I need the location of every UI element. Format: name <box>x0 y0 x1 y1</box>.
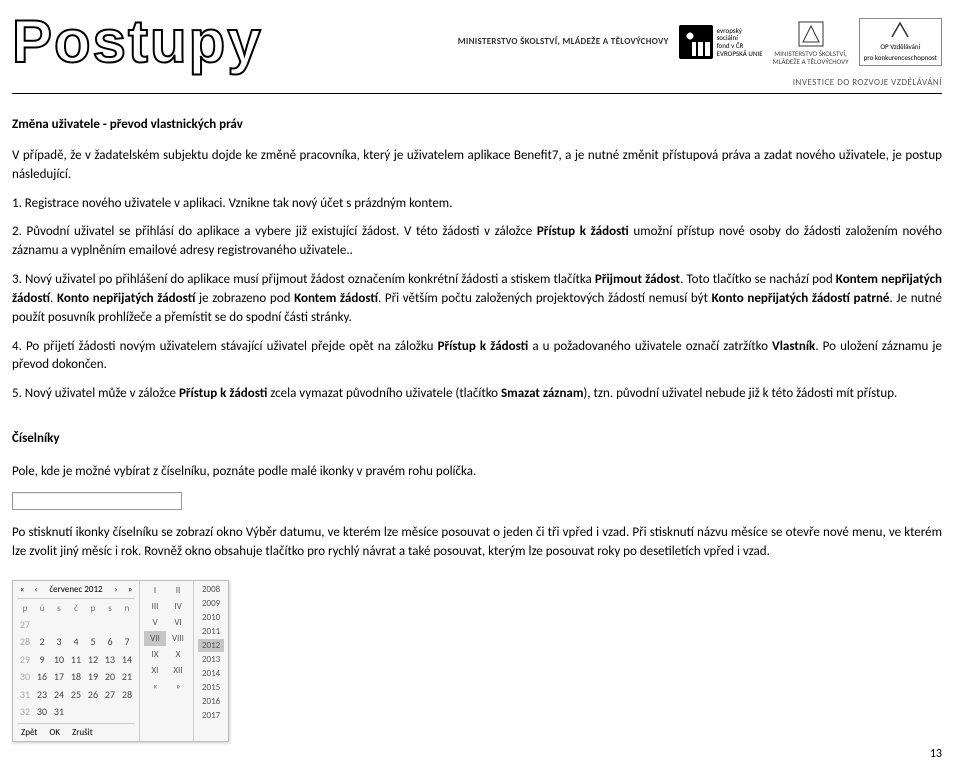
calendar-back-button[interactable]: Zpět <box>17 726 41 739</box>
page-title: Postupy <box>12 12 263 72</box>
month-prev-icon[interactable]: « <box>144 679 166 694</box>
msmt-logo: MINISTERSTVO ŠKOLSTVÍ, MLÁDEŽE A TĚLOVÝC… <box>773 18 849 65</box>
step-3: 3. Nový uživatel po přihlášení do aplika… <box>12 271 942 328</box>
lookup-input-demo[interactable] <box>12 492 182 510</box>
calendar-years-panel: 2008 2009 2010 2011 2012 2013 2014 2015 … <box>193 581 228 741</box>
calendar-cancel-button[interactable]: Zrušit <box>68 726 97 739</box>
calendar-months-panel: III IIIIV VVI VIIVIII IXX XIXII «» <box>139 581 193 741</box>
next-fast-icon[interactable]: » <box>125 584 135 594</box>
step-4: 4. Po přijetí žádosti novým uživatelem s… <box>12 338 942 376</box>
calendar-header: « ‹ červenec 2012 › » <box>17 583 135 599</box>
calendar-widget: « ‹ červenec 2012 › » p ú s č p s n 27 2… <box>12 580 229 742</box>
opvk-logo: OP Vzdělávání pro konkurenceschopnost <box>859 18 942 65</box>
prev-fast-icon[interactable]: « <box>17 584 27 594</box>
calendar-footer: Zpět OK Zrušit <box>17 723 135 739</box>
section-heading: Změna uživatele - převod vlastnických pr… <box>12 116 942 135</box>
step-2: 2. Původní uživatel se přihlásí do aplik… <box>12 223 942 261</box>
ministry-label: MINISTERSTVO ŠKOLSTVÍ, MLÁDEŽE A TĚLOVÝC… <box>458 35 669 48</box>
calendar-ok-button[interactable]: OK <box>45 726 64 739</box>
esf-text: evropský sociální fond v ČR EVROPSKÁ UNI… <box>717 27 763 58</box>
invest-tagline: INVESTICE DO ROZVOJE VZDĚLÁVÁNÍ <box>12 76 942 89</box>
intro-paragraph: V případě, že v žadatelském subjektu doj… <box>12 147 942 185</box>
calendar-month-label[interactable]: červenec 2012 <box>45 583 107 596</box>
calendar-grid: p ú s č p s n 27 28234567 2991011121314 … <box>17 601 135 721</box>
page-header: Postupy MINISTERSTVO ŠKOLSTVÍ, MLÁDEŽE A… <box>12 12 942 72</box>
document-page: Postupy MINISTERSTVO ŠKOLSTVÍ, MLÁDEŽE A… <box>0 0 960 773</box>
page-number: 13 <box>12 746 942 763</box>
ciselniky-heading: Číselníky <box>12 430 942 449</box>
month-next-icon[interactable]: » <box>167 679 189 694</box>
step-1: 1. Registrace nového uživatele v aplikac… <box>12 195 942 214</box>
ciselniky-p1: Pole, kde je možné vybírat z číselníku, … <box>12 463 942 482</box>
esf-icon <box>679 25 713 59</box>
step-5: 5. Nový uživatel může v záložce Přístup … <box>12 385 942 404</box>
header-logos: MINISTERSTVO ŠKOLSTVÍ, MLÁDEŽE A TĚLOVÝC… <box>458 18 942 65</box>
header-rule <box>12 93 942 94</box>
calendar-days-panel: « ‹ červenec 2012 › » p ú s č p s n 27 2… <box>13 581 139 741</box>
prev-icon[interactable]: ‹ <box>31 584 41 594</box>
ciselniky-p2: Po stisknutí ikonky číselníku se zobrazí… <box>12 524 942 562</box>
esf-logo: evropský sociální fond v ČR EVROPSKÁ UNI… <box>679 25 763 59</box>
next-icon[interactable]: › <box>111 584 121 594</box>
